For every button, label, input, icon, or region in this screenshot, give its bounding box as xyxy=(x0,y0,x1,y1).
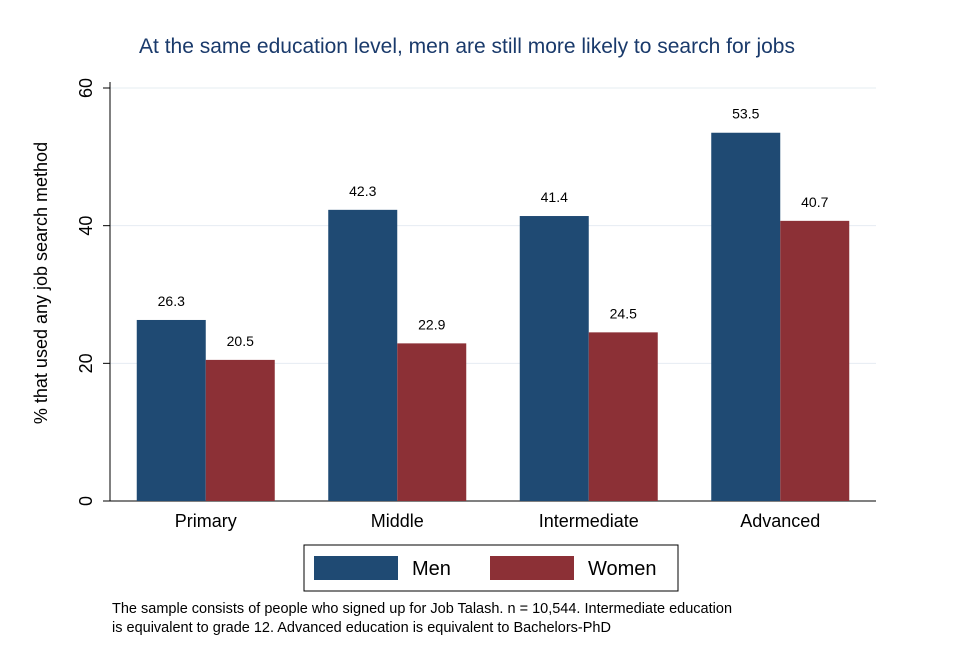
bar xyxy=(136,319,206,501)
data-label: 22.9 xyxy=(418,316,445,332)
y-tick-label: 20 xyxy=(76,353,96,373)
bar xyxy=(711,132,781,501)
bar xyxy=(205,359,275,501)
x-tick-label: Middle xyxy=(371,511,424,531)
legend: Men Women xyxy=(303,544,679,592)
bar xyxy=(780,220,850,501)
y-tick-label: 40 xyxy=(76,216,96,236)
labels-layer: 26.3 20.5 42.3 22.9 41.4 24.5 53.5 40.7 xyxy=(158,106,829,349)
legend-swatch-women xyxy=(490,556,574,580)
bar xyxy=(519,216,589,501)
x-tick-label: Advanced xyxy=(740,511,820,531)
data-label: 20.5 xyxy=(227,333,254,349)
bar xyxy=(588,332,658,501)
x-tick-label: Intermediate xyxy=(539,511,639,531)
data-label: 42.3 xyxy=(349,183,376,199)
legend-label-women: Women xyxy=(588,558,657,580)
data-label: 41.4 xyxy=(541,189,568,205)
chart-title: At the same education level, men are sti… xyxy=(139,35,795,58)
bar xyxy=(397,343,467,501)
note-line-1: The sample consists of people who signed… xyxy=(112,601,732,617)
data-label: 40.7 xyxy=(801,194,828,210)
y-tick-label: 0 xyxy=(76,496,96,506)
note-line-2: is equivalent to grade 12. Advanced educ… xyxy=(112,620,611,636)
x-tick-label: Primary xyxy=(175,511,237,531)
data-label: 24.5 xyxy=(610,305,637,321)
bar xyxy=(328,209,398,501)
legend-swatch-men xyxy=(314,556,398,580)
data-label: 26.3 xyxy=(158,293,185,309)
y-axis-label: % that used any job search method xyxy=(31,142,51,424)
data-label: 53.5 xyxy=(732,106,759,122)
y-tick-label: 60 xyxy=(76,78,96,98)
bars-layer xyxy=(136,132,850,501)
legend-label-men: Men xyxy=(412,558,451,580)
